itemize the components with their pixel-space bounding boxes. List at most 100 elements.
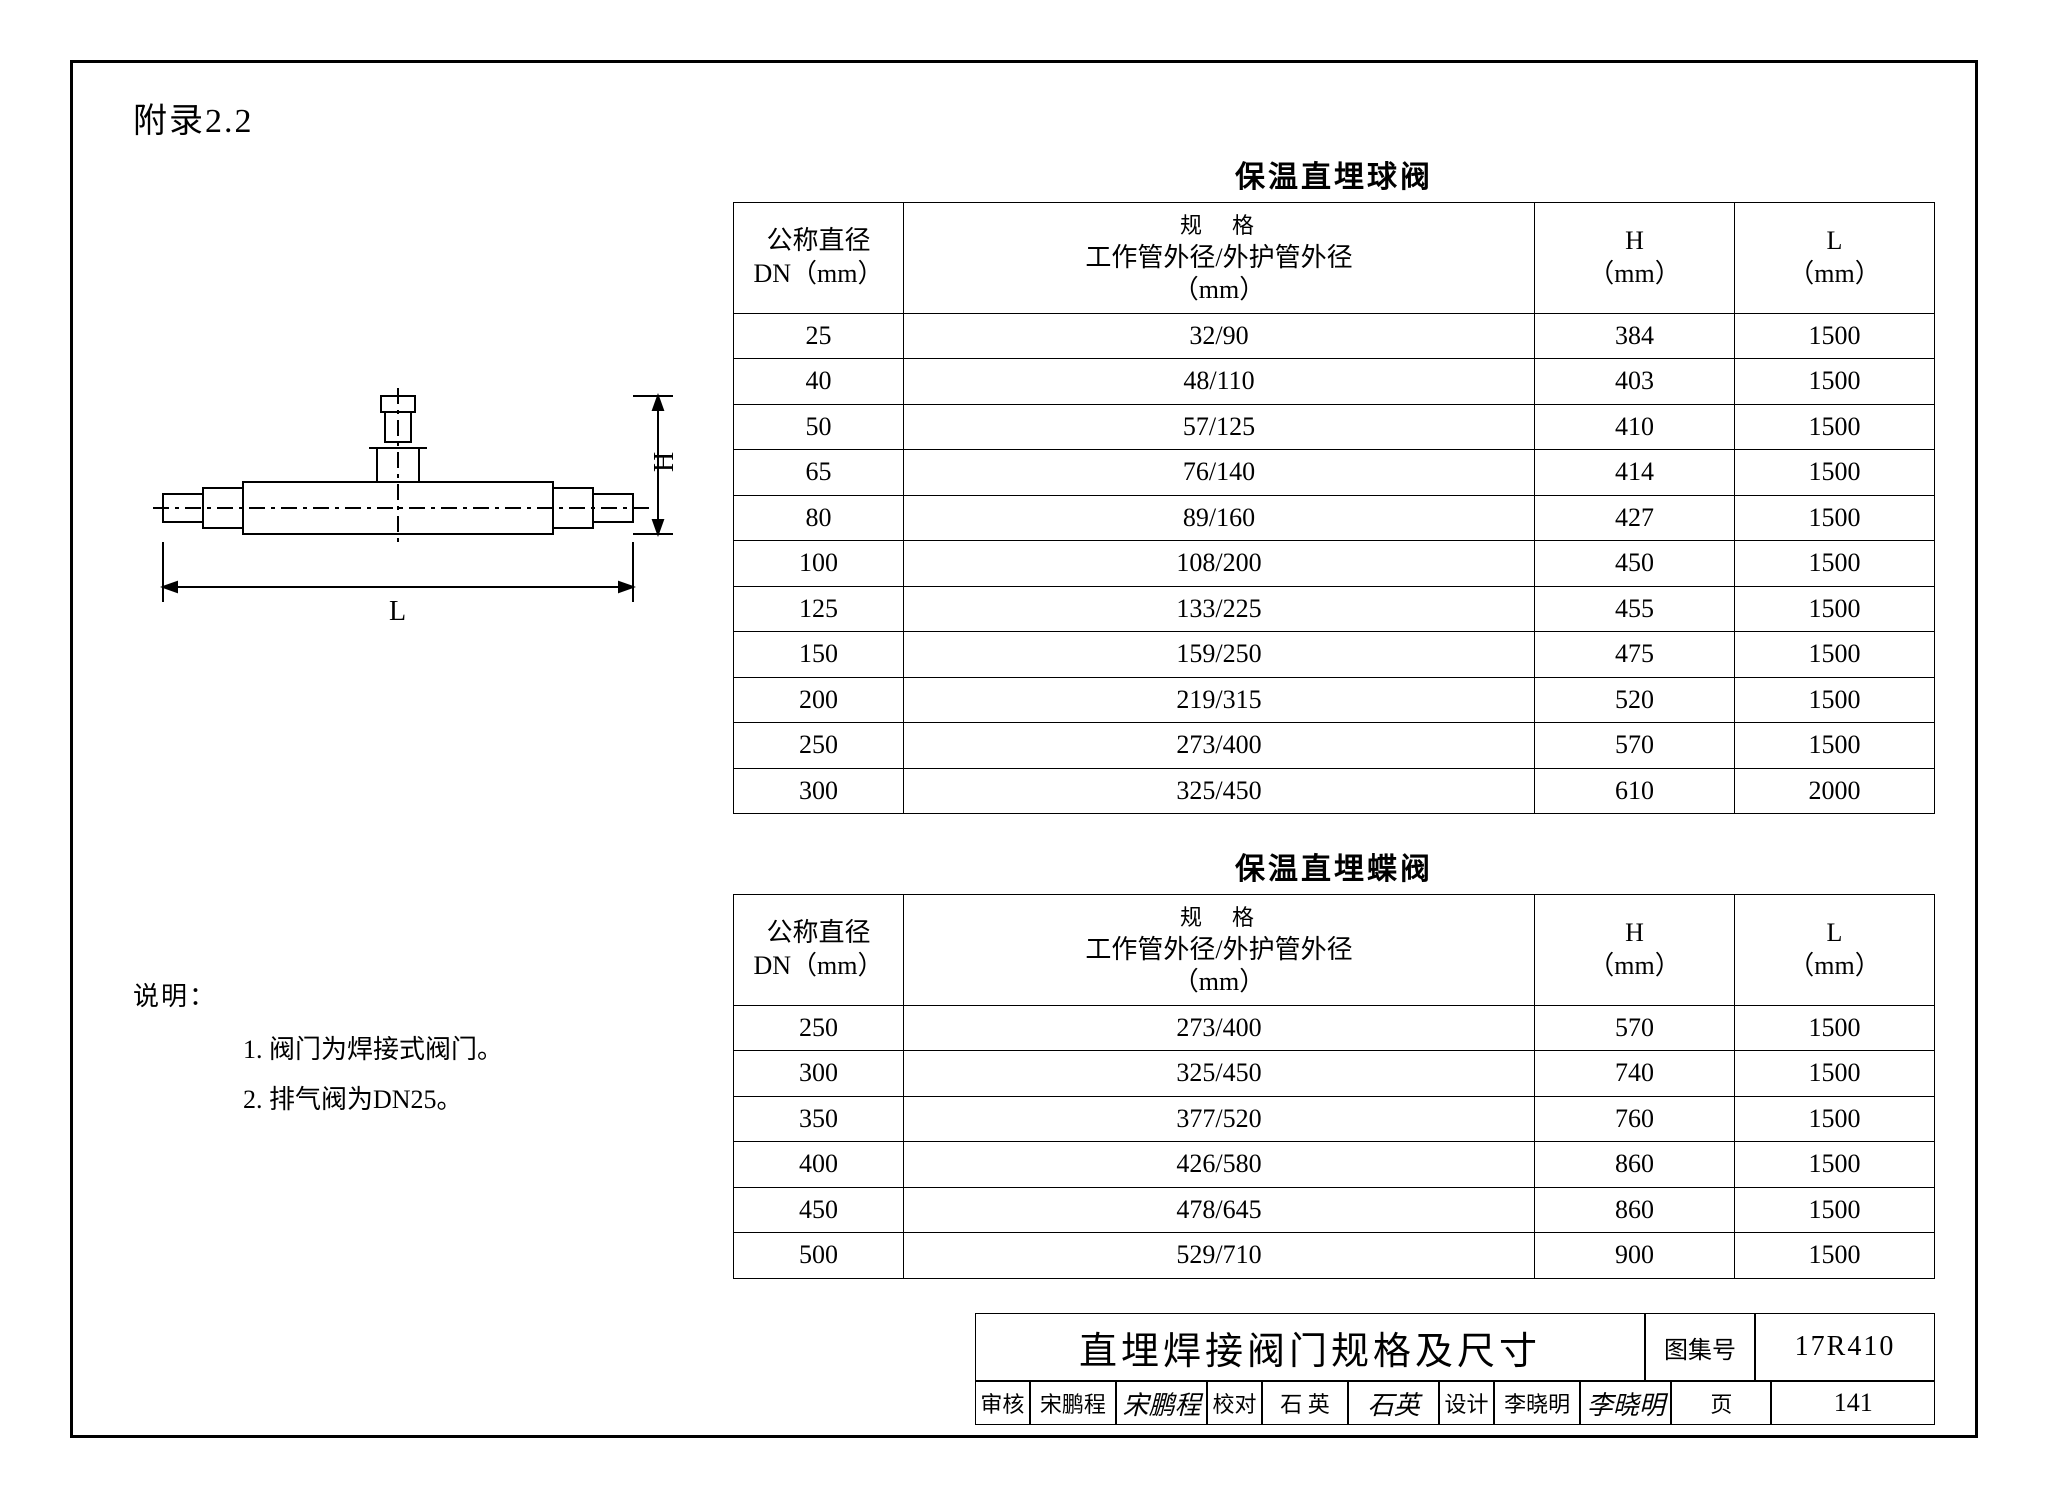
table-cell: 1500 — [1735, 723, 1935, 769]
table-cell: 1500 — [1735, 404, 1935, 450]
col-header-l: L（mm） — [1735, 203, 1935, 314]
table-cell: 426/580 — [904, 1142, 1535, 1188]
table-cell: 377/520 — [904, 1096, 1535, 1142]
check-label: 校对 — [1207, 1381, 1262, 1425]
table-cell: 610 — [1535, 768, 1735, 814]
col-header-dn: 公称直径DN（mm） — [734, 895, 904, 1006]
check-signature: 石英 — [1348, 1381, 1439, 1425]
table-row: 250273/4005701500 — [734, 1005, 1935, 1051]
table-row: 5057/1254101500 — [734, 404, 1935, 450]
table-cell: 325/450 — [904, 768, 1535, 814]
col-header-dn: 公称直径DN（mm） — [734, 203, 904, 314]
table-cell: 65 — [734, 450, 904, 496]
table-cell: 403 — [1535, 359, 1735, 405]
table-row: 300325/4506102000 — [734, 768, 1935, 814]
valve-diagram: L H — [133, 352, 693, 652]
table-cell: 860 — [1535, 1142, 1735, 1188]
table-cell: 48/110 — [904, 359, 1535, 405]
table-cell: 300 — [734, 768, 904, 814]
table-cell: 570 — [1535, 723, 1735, 769]
table-cell: 1500 — [1735, 677, 1935, 723]
design-label: 设计 — [1439, 1381, 1494, 1425]
notes-block: 说明： 1. 阀门为焊接式阀门。 2. 排气阀为DN25。 — [133, 972, 693, 1124]
dim-l-label: L — [389, 596, 406, 627]
table-cell: 410 — [1535, 404, 1735, 450]
table-cell: 150 — [734, 632, 904, 678]
table-cell: 350 — [734, 1096, 904, 1142]
table-cell: 760 — [1535, 1096, 1735, 1142]
table1-title: 保温直埋球阀 — [733, 152, 1935, 196]
table-cell: 450 — [734, 1187, 904, 1233]
table-cell: 900 — [1535, 1233, 1735, 1279]
table-row: 150159/2504751500 — [734, 632, 1935, 678]
table-row: 200219/3155201500 — [734, 677, 1935, 723]
set-number-label: 图集号 — [1645, 1313, 1755, 1381]
review-signature: 宋鹏程 — [1116, 1381, 1207, 1425]
set-number-value: 17R410 — [1755, 1313, 1935, 1381]
table-cell: 414 — [1535, 450, 1735, 496]
table-cell: 133/225 — [904, 586, 1535, 632]
table-cell: 1500 — [1735, 1096, 1935, 1142]
col-header-spec: 规 格工作管外径/外护管外径（mm） — [904, 895, 1535, 1006]
page-label: 页 — [1671, 1381, 1771, 1425]
design-signature: 李晓明 — [1580, 1381, 1671, 1425]
table-row: 2532/903841500 — [734, 313, 1935, 359]
table-cell: 300 — [734, 1051, 904, 1097]
table-cell: 500 — [734, 1233, 904, 1279]
table-cell: 1500 — [1735, 1187, 1935, 1233]
check-name: 石 英 — [1262, 1381, 1348, 1425]
table-cell: 427 — [1535, 495, 1735, 541]
col-header-spec: 规 格工作管外径/外护管外径（mm） — [904, 203, 1535, 314]
notes-heading: 说明： — [133, 982, 217, 1011]
table-cell: 475 — [1535, 632, 1735, 678]
col-header-h: H（mm） — [1535, 203, 1735, 314]
table-cell: 1500 — [1735, 586, 1935, 632]
table-cell: 25 — [734, 313, 904, 359]
table-cell: 76/140 — [904, 450, 1535, 496]
table-cell: 1500 — [1735, 1142, 1935, 1188]
table-cell: 325/450 — [904, 1051, 1535, 1097]
table-cell: 108/200 — [904, 541, 1535, 587]
table-cell: 50 — [734, 404, 904, 450]
table-cell: 570 — [1535, 1005, 1735, 1051]
table-row: 500529/7109001500 — [734, 1233, 1935, 1279]
table-cell: 80 — [734, 495, 904, 541]
table-cell: 100 — [734, 541, 904, 587]
table-cell: 219/315 — [904, 677, 1535, 723]
table-row: 450478/6458601500 — [734, 1187, 1935, 1233]
drawing-title: 直埋焊接阀门规格及尺寸 — [975, 1313, 1645, 1381]
table-cell: 159/250 — [904, 632, 1535, 678]
table-butterfly-valve: 公称直径DN（mm） 规 格工作管外径/外护管外径（mm） H（mm） L（mm… — [733, 894, 1935, 1279]
dim-h-label: H — [649, 452, 680, 472]
table-cell: 740 — [1535, 1051, 1735, 1097]
table-cell: 1500 — [1735, 313, 1935, 359]
table-row: 300325/4507401500 — [734, 1051, 1935, 1097]
appendix-label: 附录2.2 — [133, 93, 1935, 142]
table-cell: 1500 — [1735, 1005, 1935, 1051]
title-block: 直埋焊接阀门规格及尺寸 图集号 17R410 审核 宋鹏程 宋鹏程 校对 石 英… — [975, 1313, 1935, 1425]
table-row: 250273/4005701500 — [734, 723, 1935, 769]
table-cell: 89/160 — [904, 495, 1535, 541]
note-item: 1. 阀门为焊接式阀门。 — [243, 1025, 693, 1074]
review-label: 审核 — [975, 1381, 1030, 1425]
table-row: 400426/5808601500 — [734, 1142, 1935, 1188]
design-name: 李晓明 — [1494, 1381, 1580, 1425]
table-cell: 1500 — [1735, 450, 1935, 496]
table-cell: 40 — [734, 359, 904, 405]
table-row: 100108/2004501500 — [734, 541, 1935, 587]
table-cell: 1500 — [1735, 359, 1935, 405]
table-cell: 1500 — [1735, 541, 1935, 587]
table-cell: 529/710 — [904, 1233, 1535, 1279]
table-cell: 860 — [1535, 1187, 1735, 1233]
page-number: 141 — [1771, 1381, 1935, 1425]
table-cell: 273/400 — [904, 723, 1535, 769]
table-cell: 1500 — [1735, 1051, 1935, 1097]
table-cell: 520 — [1535, 677, 1735, 723]
table-cell: 1500 — [1735, 495, 1935, 541]
table-cell: 125 — [734, 586, 904, 632]
table-row: 125133/2254551500 — [734, 586, 1935, 632]
table-cell: 450 — [1535, 541, 1735, 587]
table-cell: 1500 — [1735, 632, 1935, 678]
table-cell: 384 — [1535, 313, 1735, 359]
table-row: 8089/1604271500 — [734, 495, 1935, 541]
